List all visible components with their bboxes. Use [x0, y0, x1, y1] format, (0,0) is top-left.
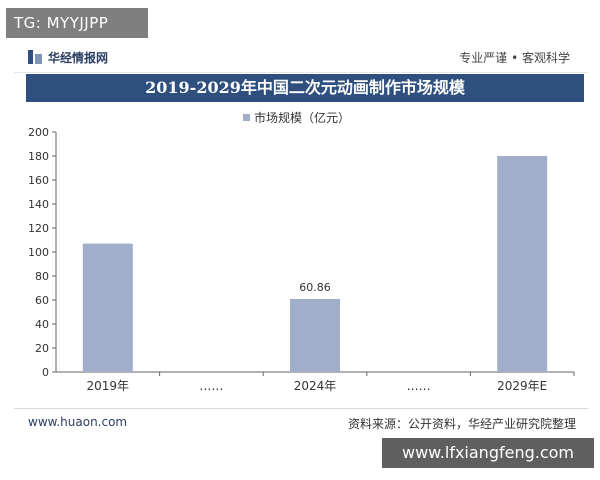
y-tick-label: 120 [28, 222, 49, 235]
bar-chart: 市场规模（亿元） 0 20 40 60 80 100 120 140 160 180 200 2019年… [28, 110, 575, 393]
y-tick-label: 200 [28, 126, 49, 139]
x-tick-label: 2019年 [87, 379, 130, 393]
y-tick-label: 60 [35, 294, 49, 307]
bar-2 [290, 298, 340, 372]
chart-card: 华经情报网 专业严谨 • 客观科学 2019-2029年中国二次元动画制作市场规… [14, 42, 588, 438]
legend-label: 市场规模（亿元） [254, 110, 350, 125]
y-tick-label: 160 [28, 174, 49, 187]
y-tick-label: 40 [35, 318, 49, 331]
card-header: 华经情报网 专业严谨 • 客观科学 [14, 42, 588, 73]
huajing-logo-icon [28, 50, 42, 64]
data-label-2: 60.86 [299, 281, 331, 294]
site-watermark: www.lfxiangfeng.com [382, 438, 594, 468]
y-tick-label: 0 [42, 366, 49, 379]
bar-4 [497, 156, 548, 372]
chart-title: 2019-2029年中国二次元动画制作市场规模 [26, 74, 584, 102]
y-tick-label: 20 [35, 342, 49, 355]
data-source-note: 资料来源：公开资料，华经产业研究院整理 [347, 417, 576, 431]
bar-0 [82, 243, 133, 372]
y-tick-label: 80 [35, 270, 49, 283]
y-tick-label: 140 [28, 198, 49, 211]
legend-swatch [243, 114, 250, 121]
x-tick-label: 2029年E [497, 379, 547, 393]
x-tick-label: 2024年 [294, 379, 337, 393]
tg-badge: TG: MYYJJPP [6, 8, 148, 38]
y-tick-label: 180 [28, 150, 49, 163]
brand-slogan: 专业严谨 • 客观科学 [459, 51, 570, 65]
x-tick-label: …… [199, 379, 223, 393]
source-url[interactable]: www.huaon.com [28, 415, 128, 429]
card-footer: www.huaon.com 资料来源：公开资料，华经产业研究院整理 [14, 408, 588, 437]
brand-name: 华经情报网 [48, 51, 109, 65]
x-tick-label: …… [407, 379, 431, 393]
y-tick-label: 100 [28, 246, 49, 259]
